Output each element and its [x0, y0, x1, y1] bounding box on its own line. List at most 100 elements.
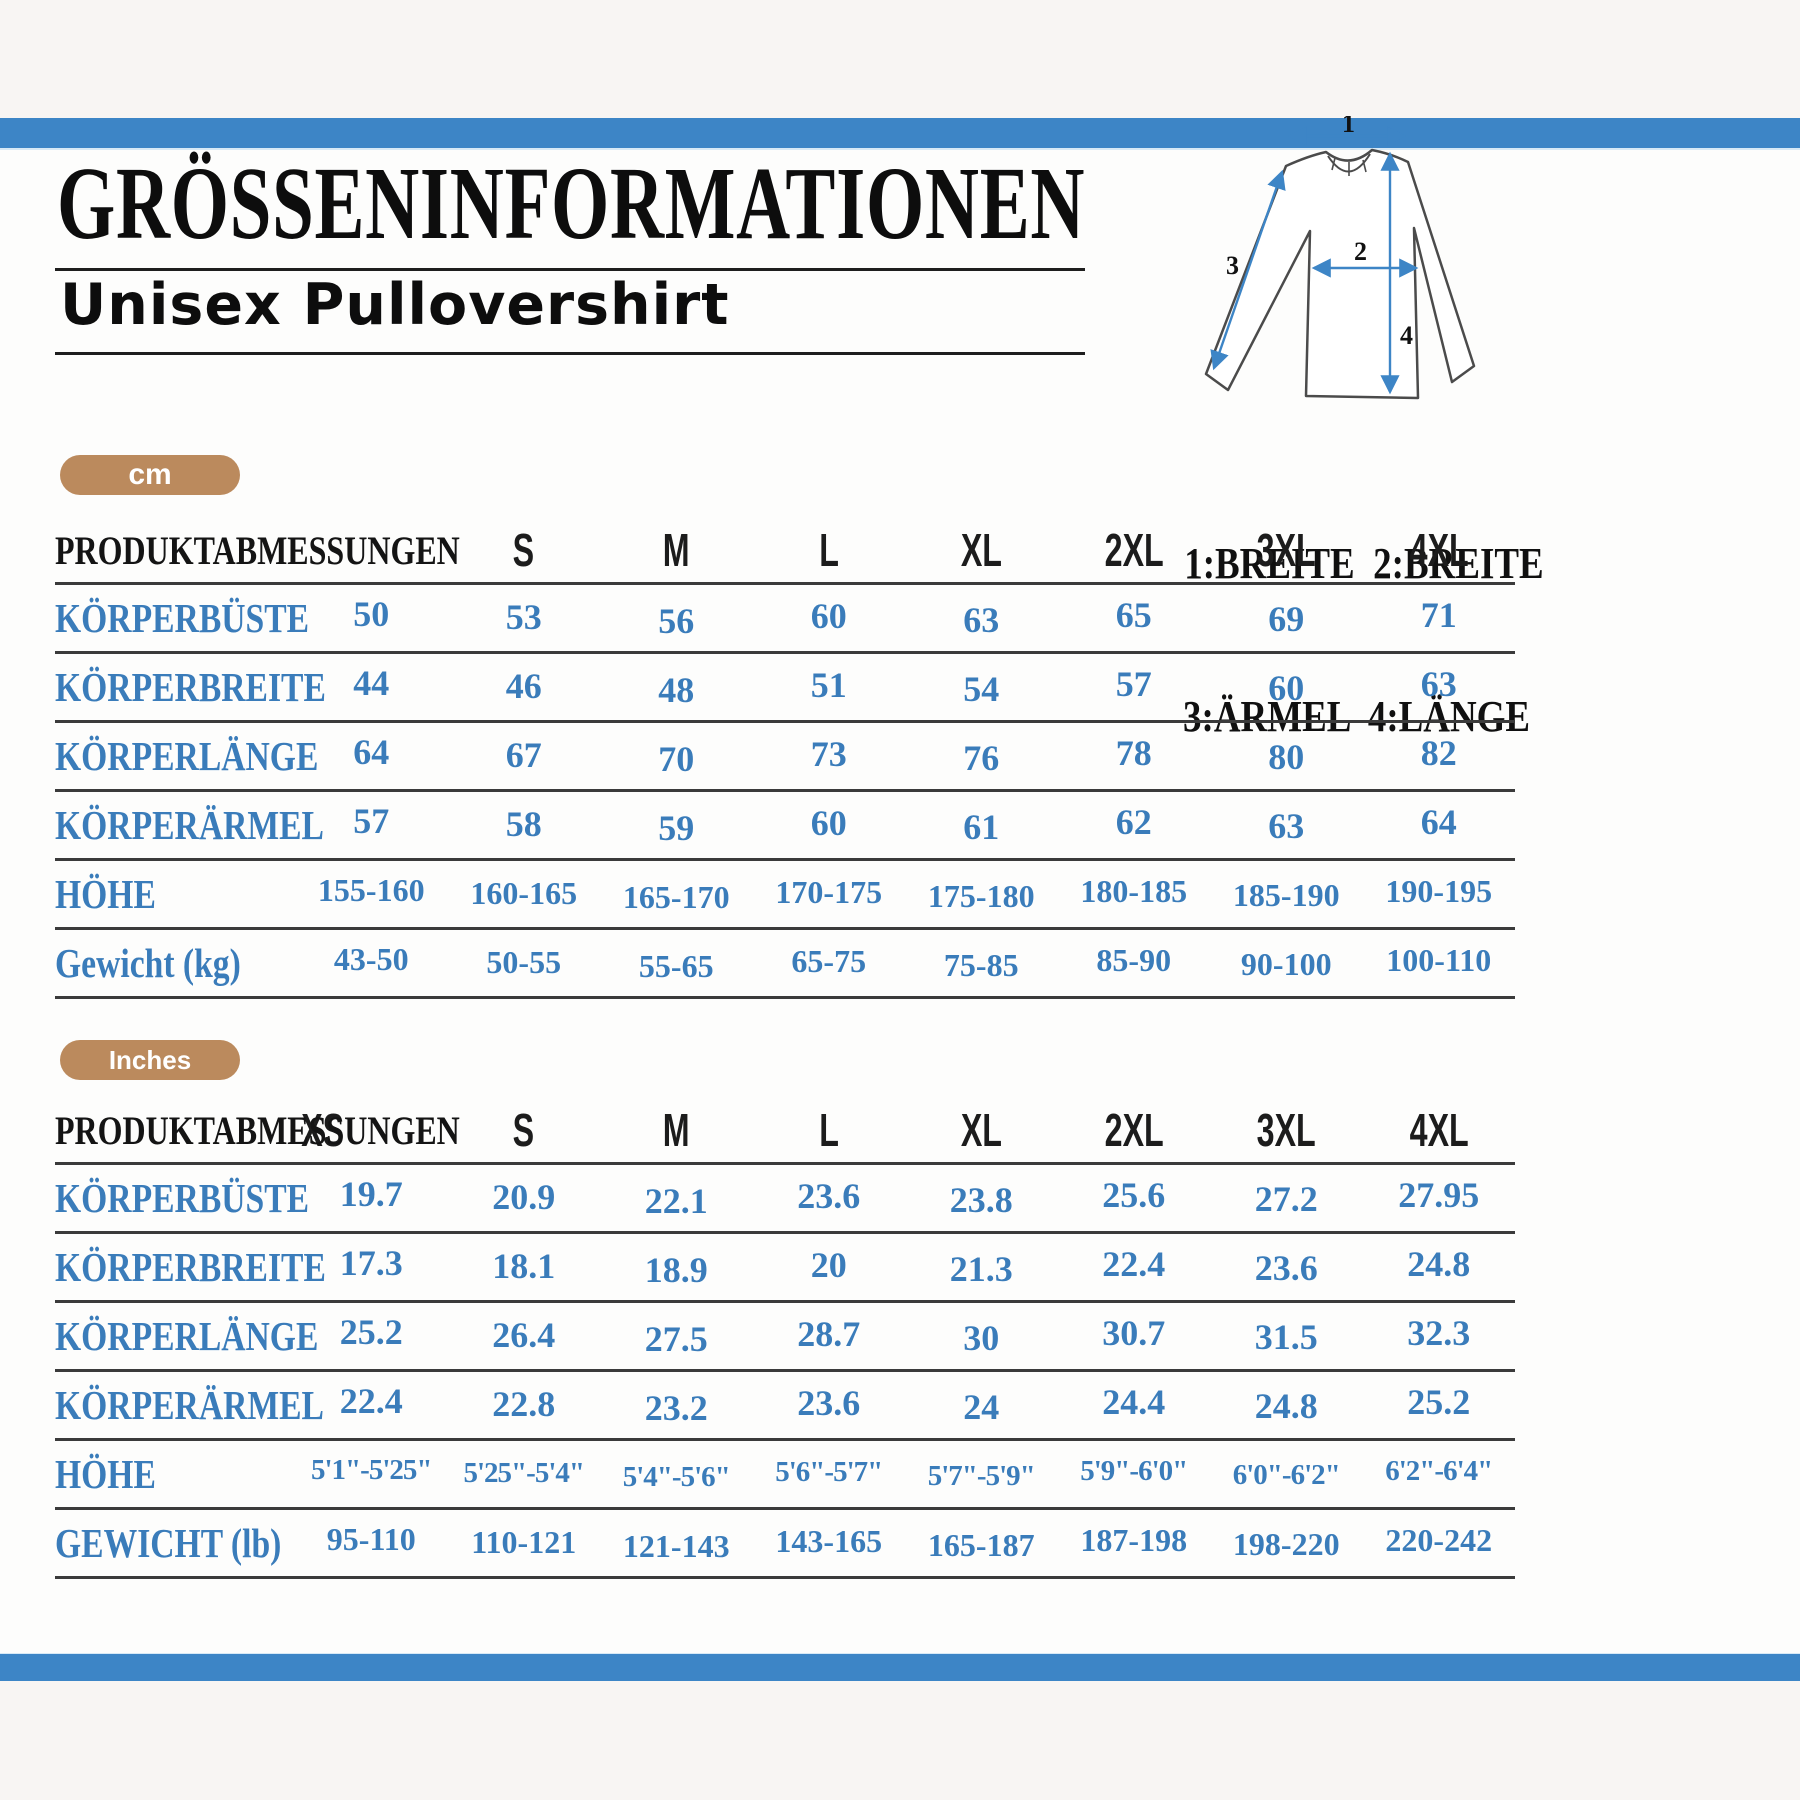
cell-value: 73 [810, 734, 847, 774]
measurement-legend: 1:BREITE 2:BREITE 3:ÄRMEL 4:LÄNGE [1150, 436, 1544, 844]
shirt-measurement-diagram: 1 2 3 4 [1204, 116, 1476, 400]
unit-badge-inches: Inches [60, 1040, 240, 1080]
row-label: KÖRPERBÜSTE [55, 1175, 310, 1221]
cell-value: 59 [658, 808, 695, 848]
cell-value: 220-242 [1385, 1521, 1493, 1558]
cell-value: 100-110 [1386, 941, 1492, 978]
size-col-header-xs: XS [300, 1104, 344, 1156]
cell-value: 54 [963, 669, 1000, 709]
table-header-label: PRODUKTABMESSUNGEN [55, 1107, 460, 1153]
row-label: KÖRPERÄRMEL [55, 802, 324, 848]
cell-value: 70 [658, 739, 695, 779]
cell-value: 23.8 [949, 1180, 1013, 1220]
page-title: GRÖSSENINFORMATIONEN [57, 146, 1086, 261]
table-row: KÖRPERBÜSTE 19.7 20.9 22.1 23.6 23.8 25.6 27.2 2… [55, 1165, 1515, 1234]
size-col-header-3xl: 3XL [1256, 524, 1316, 576]
cell-value: 165-170 [622, 878, 730, 915]
cell-value: 85-90 [1096, 941, 1172, 978]
subtitle-divider [55, 352, 1085, 355]
cell-value: 51 [810, 665, 847, 705]
table-header-label: PRODUKTABMESSUNGEN [55, 527, 460, 573]
cell-value: 180-185 [1080, 872, 1188, 909]
size-col-header-s: S [513, 524, 535, 576]
cell-value: 57 [1115, 664, 1152, 704]
cell-value: 30 [963, 1318, 1000, 1358]
size-col-header-m: M [662, 1104, 690, 1156]
page-subtitle: Unisex Pullovershirt [60, 272, 730, 338]
size-col-header-3xl: 3XL [1256, 1104, 1316, 1156]
cell-value: 50-55 [486, 943, 562, 980]
row-label: KÖRPERLÄNGE [55, 1313, 319, 1359]
table-row: KÖRPERBREITE 17.3 18.1 18.9 20 21.3 22.4 23.6 24… [55, 1234, 1515, 1303]
unit-badge-cm: cm [60, 455, 240, 495]
row-label: KÖRPERÄRMEL [55, 1382, 324, 1428]
cell-value: 25.2 [339, 1312, 403, 1352]
size-col-header-l: L [818, 524, 839, 576]
cell-value: 121-143 [622, 1527, 730, 1564]
cell-value: 32.3 [1407, 1313, 1471, 1353]
cell-value: 95-110 [326, 1520, 416, 1557]
cell-value: 75-85 [943, 946, 1019, 983]
cell-value: 56 [658, 601, 695, 641]
table-row: KÖRPERBÜSTE 50 53 56 60 63 65 69 71 [55, 585, 1515, 654]
cell-value: 46 [505, 666, 542, 706]
cell-value: 17.3 [339, 1243, 403, 1283]
cell-value: 27.2 [1254, 1179, 1318, 1219]
cell-value: 25.2 [1407, 1382, 1471, 1422]
cell-value: 69 [1268, 599, 1305, 639]
cell-value: 24.8 [1254, 1386, 1318, 1426]
row-label: KÖRPERLÄNGE [55, 733, 319, 779]
cell-value: 6'2"-6'4" [1385, 1454, 1493, 1487]
title-divider [55, 268, 1085, 271]
cell-value: 175-180 [927, 877, 1035, 914]
cell-value: 60 [810, 803, 847, 843]
cell-value: 20 [810, 1245, 847, 1285]
arrow-label-3: 3 [1226, 251, 1239, 280]
cell-value: 27.95 [1398, 1175, 1480, 1215]
arrow-label-2: 2 [1354, 237, 1367, 266]
cell-value: 82 [1420, 733, 1457, 773]
cell-value: 170-175 [775, 873, 883, 910]
table-row: HÖHE 5'1"-5'25" 5'25"-5'4" 5'4"-5'6" 5'6"-5'… [55, 1441, 1515, 1510]
cell-value: 24.8 [1407, 1244, 1471, 1284]
cell-value: 63 [963, 600, 1000, 640]
size-col-header-2xl: 2XL [1104, 524, 1164, 576]
cell-value: 43-50 [333, 940, 409, 977]
table-header-row: PRODUKTABMESSUNGEN S M L XL 2XL 3XL 4XL [55, 518, 1515, 585]
table-row: KÖRPERLÄNGE 64 67 70 73 76 78 80 82 [55, 723, 1515, 792]
cell-value: 185-190 [1232, 876, 1340, 913]
size-col-header-2xl: 2XL [1104, 1104, 1164, 1156]
table-row: HÖHE 155-160 160-165 165-170 170-175 175-180 1… [55, 861, 1515, 930]
cell-value: 5'9"-6'0" [1080, 1454, 1188, 1487]
cell-value: 65 [1115, 595, 1152, 635]
cell-value: 21.3 [949, 1249, 1013, 1289]
table-row: KÖRPERLÄNGE 25.2 26.4 27.5 28.7 30 30.7 31.5 32.… [55, 1303, 1515, 1372]
cell-value: 31.5 [1254, 1317, 1318, 1357]
cell-value: 187-198 [1080, 1521, 1188, 1558]
size-col-header-s: S [513, 1104, 535, 1156]
cell-value: 25.6 [1102, 1175, 1166, 1215]
cell-value: 55-65 [638, 947, 714, 984]
cell-value: 23.6 [797, 1383, 861, 1423]
neckband-ribbing [1331, 157, 1367, 176]
table-row: Gewicht (kg) 43-50 50-55 55-65 65-75 75-85 85-… [55, 930, 1515, 999]
cell-value: 24 [963, 1387, 1000, 1427]
cell-value: 62 [1115, 802, 1152, 842]
arrow-label-4: 4 [1400, 321, 1413, 350]
size-col-header-4xl: 4XL [1409, 1104, 1469, 1156]
cell-value: 165-187 [927, 1526, 1035, 1563]
row-label: KÖRPERBREITE [55, 664, 326, 710]
size-col-header-m: M [662, 524, 690, 576]
inches-size-table: PRODUKTABMESSUNGEN XS S M L XL 2XL 3XL 4XL KÖRPER… [55, 1098, 1515, 1579]
bottom-accent-bar [0, 1653, 1800, 1681]
cell-value: 71 [1420, 595, 1457, 635]
cell-value: 110-121 [471, 1523, 577, 1560]
cell-value: 44 [353, 663, 390, 703]
cell-value: 6'0"-6'2" [1232, 1458, 1341, 1491]
size-col-header-xl: XL [960, 1104, 1002, 1156]
cell-value: 18.1 [492, 1246, 556, 1286]
measure-arrow-3 [1210, 169, 1286, 371]
cell-value: 48 [658, 670, 695, 710]
cell-value: 67 [505, 735, 542, 775]
